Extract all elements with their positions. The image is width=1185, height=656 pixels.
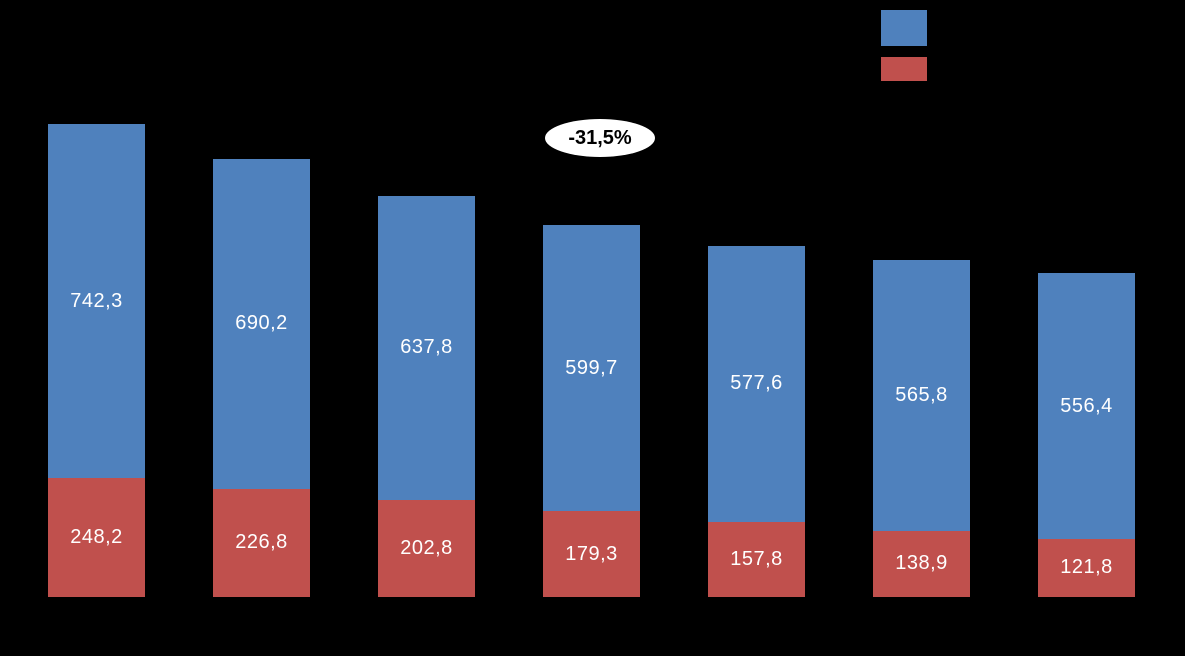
bar-segment-blue: 556,4 bbox=[1038, 273, 1135, 539]
bar-value-label: 690,2 bbox=[235, 312, 288, 335]
bar-column: 577,6 157,8 bbox=[708, 245, 805, 597]
bar-value-label: 157,8 bbox=[730, 547, 783, 570]
bar-column: 690,2 226,8 bbox=[213, 159, 310, 597]
bar-value-label: 565,8 bbox=[895, 384, 948, 407]
bar-segment-red: 202,8 bbox=[378, 500, 475, 597]
bar-value-label: 599,7 bbox=[565, 356, 618, 379]
annotation-text: -31,5% bbox=[568, 126, 632, 149]
legend-swatch-blue bbox=[881, 10, 927, 46]
bar-column: 565,8 138,9 bbox=[873, 260, 970, 597]
bar-value-label: 121,8 bbox=[1060, 556, 1113, 579]
chart-legend bbox=[881, 10, 927, 81]
bar-segment-blue: 637,8 bbox=[378, 195, 475, 501]
bar-segment-red: 138,9 bbox=[873, 530, 970, 597]
bar-segment-blue: 742,3 bbox=[48, 124, 145, 479]
legend-swatch-red bbox=[881, 57, 927, 81]
bar-segment-red: 121,8 bbox=[1038, 538, 1135, 597]
bar-value-label: 138,9 bbox=[895, 552, 948, 575]
bar-value-label: 226,8 bbox=[235, 531, 288, 554]
bar-column: 742,3 248,2 bbox=[48, 124, 145, 597]
bar-value-label: 248,2 bbox=[70, 526, 123, 549]
bar-segment-red: 157,8 bbox=[708, 521, 805, 597]
bar-column: 556,4 121,8 bbox=[1038, 273, 1135, 597]
bar-value-label: 742,3 bbox=[70, 289, 123, 312]
bar-segment-blue: 565,8 bbox=[873, 260, 970, 531]
bar-segment-blue: 690,2 bbox=[213, 159, 310, 489]
bar-value-label: 577,6 bbox=[730, 372, 783, 395]
bar-segment-blue: 577,6 bbox=[708, 245, 805, 522]
bar-segment-blue: 599,7 bbox=[543, 225, 640, 512]
bar-column: 599,7 179,3 bbox=[543, 225, 640, 597]
bar-column: 637,8 202,8 bbox=[378, 195, 475, 597]
bar-segment-red: 226,8 bbox=[213, 488, 310, 597]
bar-value-label: 202,8 bbox=[400, 537, 453, 560]
bar-value-label: 556,4 bbox=[1060, 394, 1113, 417]
bar-segment-red: 248,2 bbox=[48, 478, 145, 597]
bar-value-label: 637,8 bbox=[400, 336, 453, 359]
bar-value-label: 179,3 bbox=[565, 542, 618, 565]
bar-segment-red: 179,3 bbox=[543, 511, 640, 597]
annotation-ellipse: -31,5% bbox=[545, 119, 655, 157]
plot-area: 742,3 248,2 690,2 226,8 637,8 202,8 599,7 179,3… bbox=[48, 0, 1135, 597]
